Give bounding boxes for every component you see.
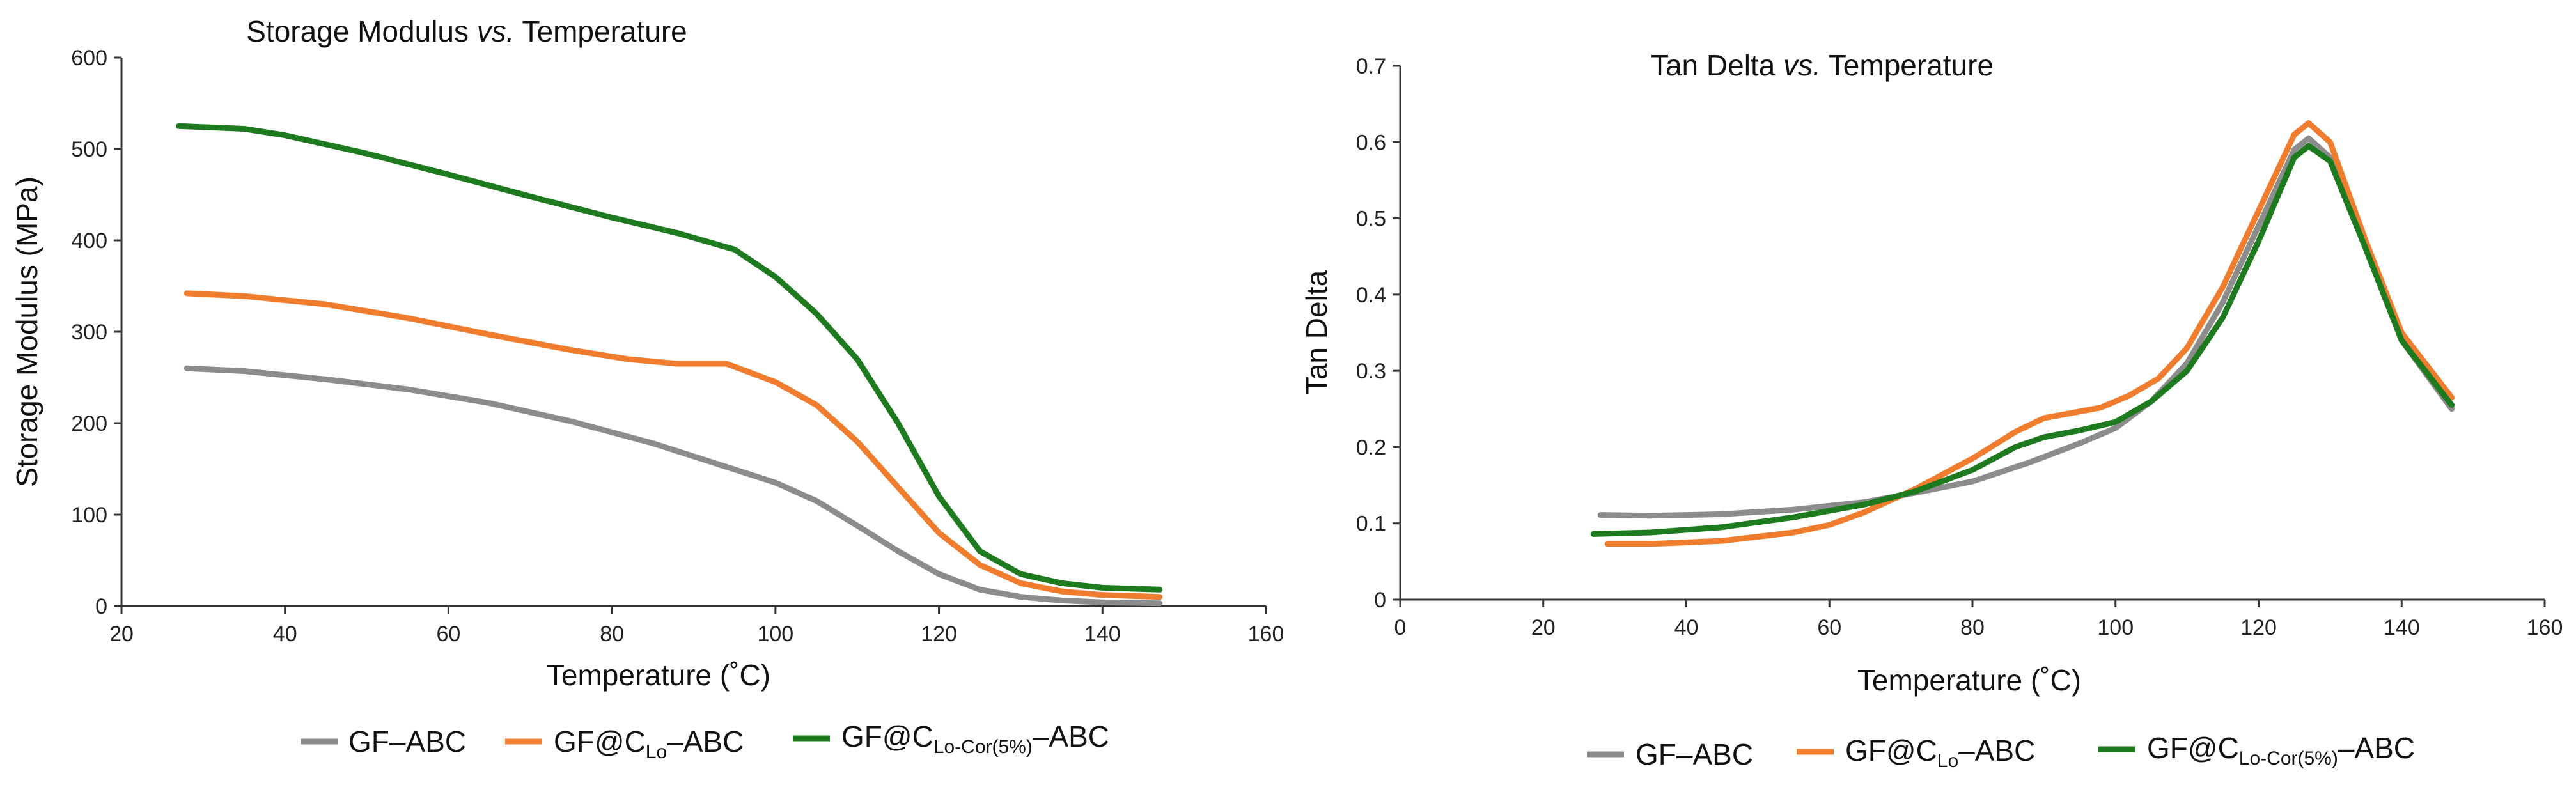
legend-label: GF@CLo-Cor(5%)–ABC	[841, 720, 1109, 758]
legend: GF–ABC GF@CLo–ABC GF@CLo-Cor(5%)–ABC	[1587, 731, 2415, 772]
y-tick-label: 0.7	[1356, 54, 1386, 79]
x-tick-label: 20	[109, 622, 134, 646]
legend-entry-gf-clo-abc: GF@CLo–ABC	[1797, 734, 2035, 772]
y-tick-label: 0	[1374, 588, 1386, 612]
legend-entry-gf-abc: GF–ABC	[1587, 738, 1753, 771]
legend-label: GF–ABC	[348, 725, 466, 758]
x-tick-label: 100	[2097, 616, 2134, 640]
y-tick-label: 600	[71, 46, 107, 70]
x-tick-label: 160	[1248, 622, 1284, 646]
y-tick-label: 500	[71, 137, 107, 162]
y-tick-label: 0.3	[1356, 359, 1386, 384]
y-tick-label: 100	[71, 503, 107, 527]
x-tick-label: 160	[2527, 616, 2563, 640]
x-tick-label: 40	[273, 622, 297, 646]
x-tick-label: 100	[757, 622, 793, 646]
y-tick-label: 0.2	[1356, 435, 1386, 460]
storage-modulus-chart: Storage Modulus vs. Temperature 0 100 200 3…	[10, 15, 1284, 763]
chart-title: Tan Delta vs. Temperature	[1651, 49, 1994, 82]
legend-entry-gf-abc: GF–ABC	[301, 725, 466, 758]
tan-delta-chart: Tan Delta vs. Temperature 00.10.20.30.40…	[1300, 49, 2563, 772]
x-tick-label: 80	[1960, 616, 1985, 640]
series-line	[183, 365, 1163, 607]
legend-entry-gf-clo-cor-abc: GF@CLo-Cor(5%)–ABC	[2098, 731, 2415, 769]
x-tick-label: 120	[921, 622, 957, 646]
y-tick-label: 0.5	[1356, 207, 1386, 231]
legend-label: GF–ABC	[1635, 738, 1753, 771]
y-tick-label: 0.4	[1356, 283, 1386, 307]
x-tick-label: 60	[437, 622, 461, 646]
series-line	[183, 290, 1163, 600]
x-tick-label: 140	[2384, 616, 2420, 640]
series-line	[1590, 143, 2455, 537]
y-ticks: 0 0.1 0.2 0.3 0.4 0.5 0.6 0.7	[1356, 54, 1400, 612]
y-tick-label: 400	[71, 229, 107, 253]
series-lines	[176, 123, 1163, 607]
x-tick-label: 20	[1531, 616, 1556, 640]
x-tick-label: 0	[1394, 616, 1407, 640]
legend-entry-gf-clo-cor-abc: GF@CLo-Cor(5%)–ABC	[793, 720, 1109, 758]
legend-label: GF@CLo-Cor(5%)–ABC	[2147, 731, 2415, 769]
y-tick-label: 0.6	[1356, 130, 1386, 155]
y-tick-label: 200	[71, 412, 107, 436]
x-ticks: 20 40 60 80 100 120 140 160	[109, 606, 1284, 646]
legend: GF–ABC GF@CLo–ABC GF@CLo-Cor(5%)–ABC	[301, 720, 1109, 763]
y-ticks: 0 100 200 300 400 500 600	[71, 46, 121, 619]
y-tick-label: 0	[95, 595, 107, 619]
y-axis-title: Storage Modulus (MPa)	[10, 176, 43, 487]
x-tick-label: 40	[1674, 616, 1699, 640]
y-axis-title: Tan Delta	[1300, 270, 1333, 394]
series-lines	[1590, 120, 2455, 547]
y-tick-label: 0.1	[1356, 512, 1386, 536]
x-ticks: 0 20 40 60 80 100 120 140 160	[1394, 600, 2563, 640]
x-tick-label: 140	[1084, 622, 1121, 646]
x-axis-title: Temperature (˚C)	[1857, 664, 2081, 697]
x-tick-label: 80	[600, 622, 624, 646]
series-line	[176, 123, 1163, 593]
legend-label: GF@CLo–ABC	[554, 725, 744, 763]
chart-title: Storage Modulus vs. Temperature	[246, 15, 687, 48]
legend-label: GF@CLo–ABC	[1845, 734, 2035, 772]
series-line	[1604, 120, 2455, 547]
y-tick-label: 300	[71, 320, 107, 345]
series-line	[1597, 135, 2455, 519]
x-tick-label: 60	[1817, 616, 1841, 640]
x-axis-title: Temperature (˚C)	[547, 658, 770, 692]
x-tick-label: 120	[2240, 616, 2277, 640]
legend-entry-gf-clo-abc: GF@CLo–ABC	[505, 725, 744, 763]
